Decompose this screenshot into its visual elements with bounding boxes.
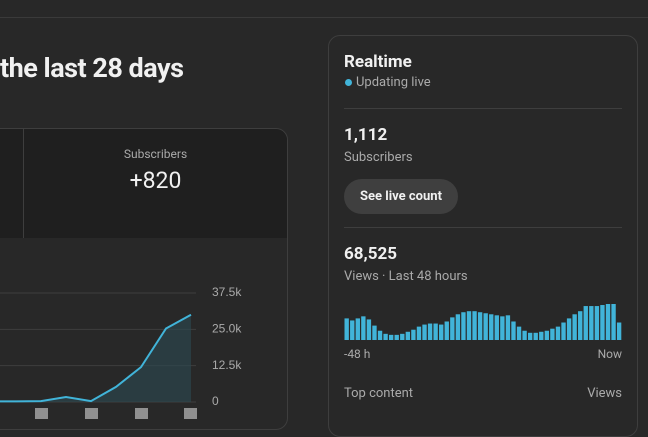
bar — [400, 333, 405, 340]
divider — [344, 227, 622, 228]
bar — [539, 331, 544, 340]
bar — [616, 322, 622, 340]
bar — [350, 320, 355, 340]
bar — [416, 326, 422, 340]
bar — [511, 321, 516, 340]
bar — [422, 324, 427, 340]
bar — [444, 321, 449, 340]
metric-value: +820 — [129, 167, 182, 194]
bar — [344, 318, 349, 340]
video-marker — [135, 408, 148, 419]
video-marker — [184, 408, 197, 419]
bar — [383, 333, 388, 340]
metric-tabs — [0, 129, 287, 238]
bar — [550, 328, 555, 340]
axis-end: Now — [597, 347, 622, 361]
views-value: 68,525 — [344, 244, 397, 264]
bar — [405, 331, 411, 340]
bar — [561, 322, 566, 340]
bar — [611, 304, 616, 340]
video-marker — [35, 408, 48, 419]
live-count-button[interactable]: See live count — [344, 179, 458, 214]
bar — [533, 332, 538, 340]
bar — [450, 317, 455, 340]
bar — [394, 334, 399, 340]
page-title: the last 28 days — [0, 52, 184, 84]
bar — [477, 312, 483, 340]
bar-chart — [344, 304, 622, 340]
line-area — [0, 314, 191, 402]
y-tick-label: 0 — [212, 394, 219, 408]
line — [0, 313, 192, 403]
bar — [366, 319, 372, 340]
bar — [572, 314, 577, 340]
bar — [388, 334, 394, 340]
bar — [589, 306, 594, 340]
bar — [500, 316, 505, 340]
top-bar — [0, 0, 648, 18]
metric-label: Subscribers — [123, 147, 188, 161]
bar — [361, 316, 366, 340]
bar — [377, 330, 383, 340]
bar — [489, 314, 494, 340]
realtime-status: Updating live — [356, 75, 431, 90]
axis-start: -48 h — [344, 347, 371, 361]
bar — [461, 312, 466, 340]
bar — [433, 323, 438, 340]
bar — [494, 315, 499, 340]
bar — [522, 330, 527, 340]
bar — [483, 313, 488, 340]
y-tick-label: 12.5k — [212, 358, 242, 372]
bar — [555, 326, 561, 340]
bar — [527, 332, 533, 340]
y-tick-label: 25.0k — [212, 322, 242, 336]
live-dot — [345, 79, 352, 86]
top-content-metric: Views — [587, 386, 622, 401]
realtime-title: Realtime — [344, 52, 412, 72]
bar — [472, 311, 477, 340]
bar — [605, 304, 611, 340]
bar — [466, 311, 472, 340]
views-label: Views · Last 48 hours — [344, 269, 468, 284]
bar — [544, 330, 550, 340]
realtime-card: Realtime Updating live 1,112 Subscribers… — [328, 35, 638, 437]
bar — [505, 315, 511, 340]
subscribers-label: Subscribers — [344, 150, 413, 165]
bar — [583, 306, 588, 340]
bar — [566, 318, 572, 340]
bar — [427, 323, 433, 340]
bar — [516, 326, 522, 340]
bar — [600, 305, 605, 340]
divider — [344, 108, 622, 109]
subscribers-value: 1,112 — [344, 125, 388, 145]
top-content-label: Top content — [344, 386, 414, 401]
bar — [355, 318, 360, 340]
video-marker — [85, 408, 98, 419]
y-tick-label: 37.5k — [212, 285, 242, 299]
bar — [594, 306, 600, 340]
bar — [578, 311, 583, 340]
bar — [439, 324, 444, 340]
bar — [372, 325, 377, 340]
bar — [411, 329, 416, 340]
line-chart: 0 12.5k 25.0k 37.5k — [0, 285, 242, 419]
bar — [455, 314, 461, 340]
tab-divider — [23, 129, 24, 238]
